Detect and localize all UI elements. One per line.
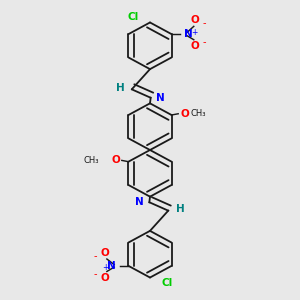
Text: -: - — [93, 269, 97, 279]
Text: Cl: Cl — [162, 278, 173, 289]
Text: O: O — [180, 109, 189, 119]
Text: N: N — [135, 197, 144, 207]
Text: O: O — [111, 155, 120, 165]
Text: -: - — [202, 37, 206, 47]
Text: CH₃: CH₃ — [83, 156, 99, 165]
Text: CH₃: CH₃ — [190, 109, 206, 118]
Text: +: + — [191, 28, 198, 37]
Text: N: N — [107, 261, 116, 271]
Text: N: N — [184, 29, 193, 39]
Text: N: N — [156, 93, 165, 103]
Text: +: + — [102, 263, 108, 272]
Text: O: O — [190, 41, 199, 51]
Text: -: - — [202, 19, 206, 28]
Text: Cl: Cl — [127, 11, 138, 22]
Text: H: H — [116, 83, 124, 93]
Text: O: O — [101, 248, 110, 258]
Text: H: H — [176, 204, 184, 214]
Text: O: O — [101, 273, 110, 283]
Text: O: O — [190, 15, 199, 25]
Text: -: - — [93, 251, 97, 262]
